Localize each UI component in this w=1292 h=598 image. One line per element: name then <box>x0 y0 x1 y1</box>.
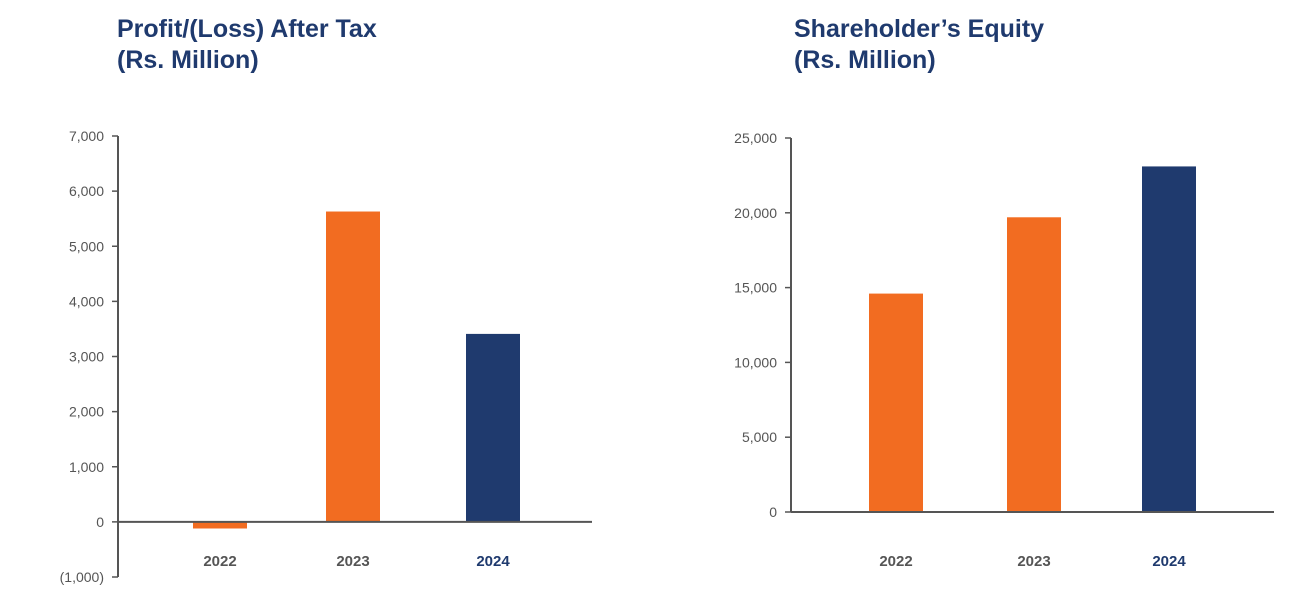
bar-2024 <box>466 333 520 522</box>
x-category-label: 2024 <box>476 553 510 570</box>
y-tick-label: 3,000 <box>69 349 104 365</box>
y-tick-label: 1,000 <box>69 459 104 475</box>
y-tick-label: 6,000 <box>69 183 104 199</box>
bar-2022 <box>193 521 247 529</box>
y-tick-label: 25,000 <box>734 130 777 146</box>
chart-title: Profit/(Loss) After Tax (Rs. Million) <box>117 14 377 77</box>
x-category-label: 2022 <box>879 553 912 570</box>
x-category-label: 2023 <box>1017 553 1050 570</box>
shareholders-equity-chart: Shareholder’s Equity (Rs. Million) 0 5,00… <box>646 0 1292 598</box>
y-tick-label: 10,000 <box>734 354 777 370</box>
y-tick-label: 15,000 <box>734 280 777 296</box>
bar-2023 <box>326 211 380 522</box>
chart-subtitle: (Rs. Million) <box>794 46 936 75</box>
y-tick-label: 4,000 <box>69 293 104 309</box>
y-tick-label: 0 <box>96 514 104 530</box>
y-tick-label: 0 <box>769 504 777 520</box>
y-tick-label: 5,000 <box>69 238 104 254</box>
chart-title: Shareholder’s Equity (Rs. Million) <box>794 14 1044 77</box>
chart-title-line: Shareholder’s Equity <box>794 15 1045 43</box>
x-category-label: 2022 <box>203 553 236 570</box>
chart-subtitle: (Rs. Million) <box>117 46 259 75</box>
x-category-label: 2023 <box>336 553 369 570</box>
y-tick-label: (1,000) <box>60 569 104 585</box>
bar-2024 <box>1142 166 1196 512</box>
y-tick-label: 7,000 <box>69 128 104 144</box>
y-tick-label: 5,000 <box>742 429 777 445</box>
profit-after-tax-plot: (1,000) 0 1,000 2,000 3,000 4,000 5,000 6,000 7,… <box>60 128 592 585</box>
x-category-label: 2024 <box>1152 553 1186 570</box>
y-tick-label: 2,000 <box>69 404 104 420</box>
shareholders-equity-plot: 0 5,000 10,000 15,000 20,000 25,000 2022 2023 20… <box>734 130 1274 570</box>
bar-2023 <box>1007 217 1061 512</box>
bar-2022 <box>869 293 923 512</box>
chart-title-line: Profit/(Loss) After Tax <box>117 15 377 43</box>
y-tick-label: 20,000 <box>734 205 777 221</box>
profit-after-tax-chart: Profit/(Loss) After Tax (Rs. Million) (1… <box>60 14 592 585</box>
